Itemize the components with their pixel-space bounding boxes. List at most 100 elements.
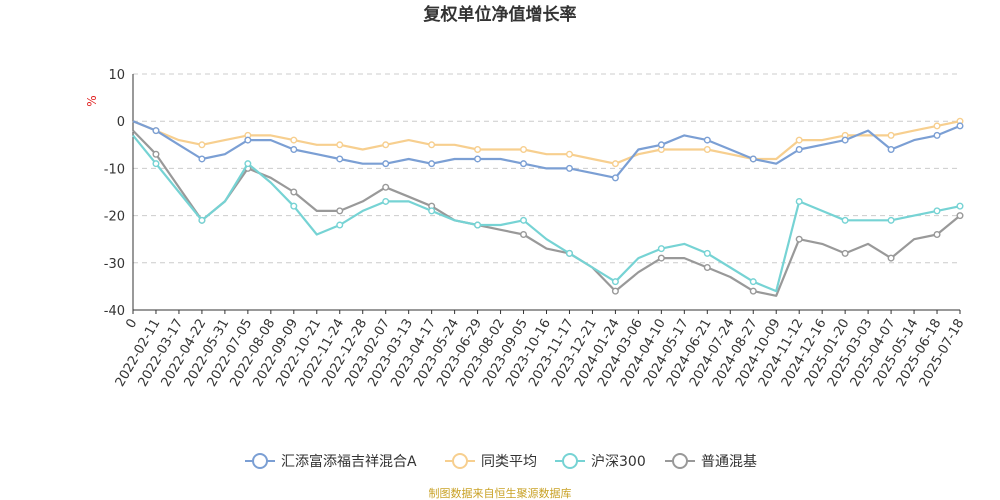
series-line — [132, 120, 961, 165]
data-point — [933, 131, 941, 139]
data-point — [749, 278, 757, 286]
y-tick-label: 10 — [108, 68, 125, 83]
y-axis-label: % — [85, 95, 99, 106]
data-point — [474, 155, 482, 163]
data-point — [244, 136, 252, 144]
data-point — [290, 146, 298, 154]
data-point — [198, 216, 206, 224]
data-point — [428, 160, 436, 168]
data-point — [933, 122, 941, 130]
data-point — [703, 264, 711, 272]
data-point — [795, 136, 803, 144]
series-4 — [132, 129, 964, 297]
data-point — [198, 155, 206, 163]
data-point — [887, 146, 895, 154]
data-point — [336, 221, 344, 229]
data-point — [795, 235, 803, 243]
data-point — [152, 160, 160, 168]
legend-item-1[interactable]: 汇添富添福吉祥混合A — [245, 453, 417, 470]
data-point — [565, 150, 573, 158]
chart-title: 复权单位净值增长率 — [423, 4, 577, 25]
legend-marker — [562, 453, 578, 469]
data-point — [474, 221, 482, 229]
data-point — [428, 141, 436, 149]
data-point — [657, 254, 665, 262]
data-point — [933, 230, 941, 238]
data-point — [336, 207, 344, 215]
data-point — [382, 183, 390, 191]
x-tick-label: 0 — [123, 317, 140, 332]
legend-item-4[interactable]: 普通混基 — [665, 453, 757, 470]
legend-label: 沪深300 — [591, 454, 646, 470]
data-point — [703, 136, 711, 144]
legend-marker — [452, 453, 468, 469]
data-point — [887, 216, 895, 224]
data-point — [795, 146, 803, 154]
data-point — [290, 188, 298, 196]
series-line — [132, 134, 961, 293]
y-tick-label: -10 — [104, 162, 125, 177]
data-point — [198, 141, 206, 149]
series-line — [132, 120, 961, 179]
y-tick-label: 0 — [117, 115, 125, 130]
data-point — [611, 278, 619, 286]
data-point — [520, 216, 528, 224]
y-tick-label: -40 — [104, 304, 125, 319]
data-point — [520, 146, 528, 154]
series-3 — [132, 134, 964, 293]
data-point — [841, 249, 849, 257]
data-point — [520, 160, 528, 168]
data-point — [956, 212, 964, 220]
data-point — [749, 287, 757, 295]
data-point — [703, 146, 711, 154]
data-point — [657, 141, 665, 149]
series-2 — [132, 117, 964, 168]
data-point — [565, 164, 573, 172]
data-point — [611, 287, 619, 295]
data-point — [428, 207, 436, 215]
data-point — [657, 245, 665, 253]
data-point — [611, 160, 619, 168]
data-point — [841, 136, 849, 144]
data-point — [290, 136, 298, 144]
legend-item-3[interactable]: 沪深300 — [555, 453, 646, 470]
legend-item-2[interactable]: 同类平均 — [445, 453, 537, 470]
data-point — [795, 197, 803, 205]
legend-marker — [672, 453, 688, 469]
data-point — [933, 207, 941, 215]
series-line — [132, 129, 961, 297]
data-point — [520, 230, 528, 238]
data-point — [749, 155, 757, 163]
data-point — [382, 160, 390, 168]
y-tick-label: -30 — [104, 257, 125, 272]
data-point — [887, 131, 895, 139]
legend-label: 同类平均 — [481, 454, 537, 470]
series-1 — [132, 120, 964, 182]
data-point — [382, 141, 390, 149]
legend[interactable]: 汇添富添福吉祥混合A 同类平均 沪深300 普通混基 — [245, 453, 757, 470]
data-point — [336, 155, 344, 163]
legend-label: 普通混基 — [701, 453, 757, 470]
data-point — [152, 150, 160, 158]
data-point — [244, 160, 252, 168]
legend-marker — [252, 453, 268, 469]
data-point — [474, 146, 482, 154]
source-note: 制图数据来自恒生聚源数据库 — [429, 486, 572, 500]
data-point — [382, 197, 390, 205]
data-point — [336, 141, 344, 149]
x-tick-labels: 02022-02-112022-03-172022-04-222022-05-3… — [113, 310, 967, 389]
data-point — [703, 249, 711, 257]
series-layer — [132, 117, 964, 297]
data-point — [290, 202, 298, 210]
data-point — [611, 174, 619, 182]
grid-layer — [132, 73, 960, 311]
data-point — [956, 202, 964, 210]
legend-label: 汇添富添福吉祥混合A — [281, 453, 417, 470]
data-point — [887, 254, 895, 262]
data-point — [956, 122, 964, 130]
data-point — [152, 127, 160, 135]
y-tick-label: -20 — [104, 210, 125, 225]
y-tick-labels: 10 0 -10 -20 -30 -40 — [104, 68, 125, 319]
data-point — [565, 249, 573, 257]
